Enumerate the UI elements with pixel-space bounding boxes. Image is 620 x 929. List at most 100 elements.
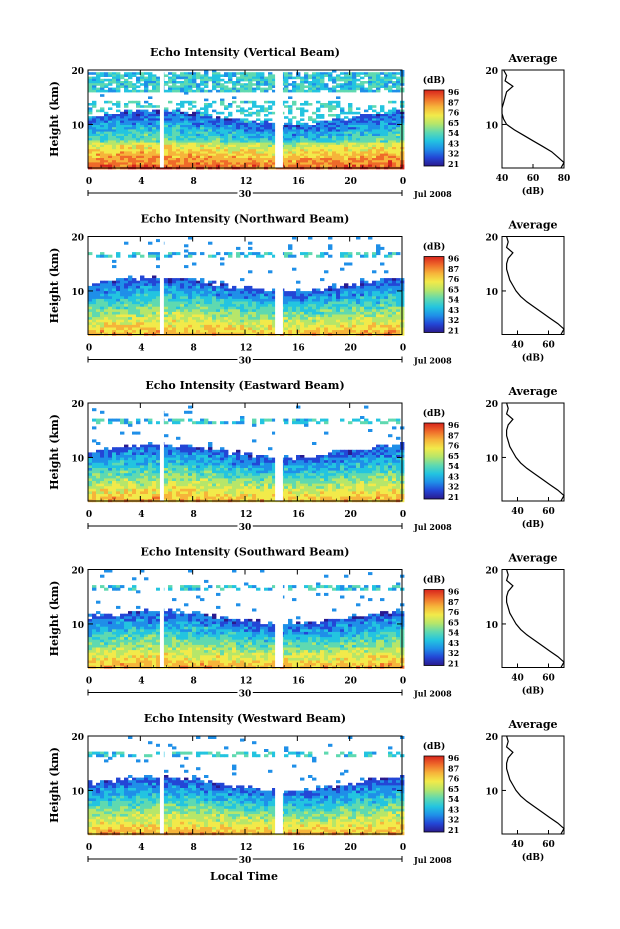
average-profile-line (505, 735, 565, 835)
colorbar (423, 89, 445, 167)
colorbar (423, 589, 445, 666)
average-profile-line (505, 402, 565, 502)
colorbar-label: (dB) (423, 408, 445, 419)
average-title: Average (507, 52, 557, 65)
colorbar-tick-label: 21 (448, 825, 459, 835)
intensity-field (88, 70, 405, 170)
avg-y-tick-label: 20 (485, 567, 498, 577)
avg-y-tick-label: 20 (485, 400, 498, 410)
colorbar-tick-label: 87 (448, 430, 459, 440)
x-axis-label: Local Time (210, 870, 278, 883)
colorbar-label: (dB) (423, 575, 445, 586)
average-title: Average (507, 718, 557, 731)
data-gap (275, 403, 283, 501)
avg-y-tick-label: 10 (485, 288, 498, 298)
x-tick-label: 16 (292, 843, 305, 853)
data-gap (159, 736, 164, 834)
x-tick-label: 4 (138, 177, 144, 187)
colorbar-tick-label: 65 (448, 617, 459, 627)
y-tick-label: 20 (71, 234, 84, 244)
average-profile-line (501, 69, 565, 169)
x-tick-label: 0 (86, 177, 92, 187)
colorbar (423, 422, 445, 500)
avg-y-tick-label: 10 (485, 621, 498, 631)
intensity-field (88, 569, 405, 669)
x-tick-label: 4 (138, 677, 144, 687)
colorbar-tick-label: 43 (448, 471, 460, 481)
x-tick-label: 20 (344, 677, 357, 687)
date-label: Jul 2008 (413, 855, 452, 865)
y-axis-label: Height (km) (48, 248, 61, 324)
panel-title: Echo Intensity (Northward Beam) (141, 213, 350, 226)
x-tick-label: 20 (344, 843, 357, 853)
x-tick-label: 0 (400, 344, 406, 354)
x-tick-label: 12 (240, 510, 253, 520)
x-tick-label: 4 (138, 843, 144, 853)
y-tick-label: 10 (71, 621, 84, 631)
colorbar (423, 256, 445, 333)
avg-y-tick-label: 20 (485, 234, 498, 244)
data-gap (275, 70, 283, 168)
colorbar-tick-label: 54 (448, 128, 460, 138)
y-tick-label: 10 (71, 121, 84, 131)
y-tick-label: 20 (71, 67, 84, 77)
colorbar-label: (dB) (423, 242, 445, 253)
x-tick-label: 8 (191, 843, 197, 853)
y-tick-label: 10 (71, 454, 84, 464)
x-tick-label: 12 (240, 843, 253, 853)
colorbar-label: (dB) (423, 75, 445, 86)
colorbar-tick-label: 43 (448, 138, 460, 148)
panel-title: Echo Intensity (Westward Beam) (144, 712, 346, 725)
x-tick-label: 0 (400, 843, 406, 853)
colorbar-tick-label: 32 (448, 315, 459, 325)
y-tick-label: 10 (71, 787, 84, 797)
average-frame (501, 569, 565, 668)
colorbar-tick-label: 54 (448, 794, 460, 804)
avg-x-tick-label: 40 (511, 840, 524, 850)
data-gap (275, 236, 283, 335)
colorbar-tick-label: 43 (448, 305, 460, 315)
colorbar-tick-label: 21 (448, 492, 459, 502)
x-tick-label: 0 (400, 510, 406, 520)
colorbar-tick-label: 21 (448, 659, 459, 669)
colorbar-tick-label: 54 (448, 295, 460, 305)
panel-title: Echo Intensity (Southward Beam) (141, 546, 350, 559)
y-tick-label: 20 (71, 567, 84, 577)
y-axis-label: Height (km) (48, 747, 61, 823)
avg-x-tick-label: 80 (558, 174, 571, 184)
y-axis-label: Height (km) (48, 414, 61, 490)
x-tick-label: 16 (292, 177, 305, 187)
avg-y-tick-label: 10 (485, 454, 498, 464)
avg-x-tick-label: 40 (511, 674, 524, 684)
colorbar-tick-label: 76 (448, 774, 460, 784)
panel-3: Echo Intensity (Eastward Beam) 0 4 8 12 16 20 0… (48, 379, 565, 535)
y-axis-label: Height (km) (48, 581, 61, 657)
colorbar-tick-label: 21 (448, 326, 459, 336)
x-tick-label: 8 (191, 344, 197, 354)
x-tick-label: 0 (86, 510, 92, 520)
x-tick-label: 0 (86, 843, 92, 853)
colorbar-tick-label: 87 (448, 597, 459, 607)
date-label: Jul 2008 (413, 356, 452, 366)
average-profile-line (505, 569, 565, 668)
colorbar-tick-label: 32 (448, 815, 459, 825)
colorbar-label: (dB) (423, 741, 445, 752)
day-label: 30 (239, 190, 252, 200)
x-tick-label: 0 (86, 344, 92, 354)
colorbar-tick-label: 96 (448, 87, 460, 97)
avg-y-tick-label: 20 (485, 733, 498, 743)
x-tick-label: 16 (292, 510, 305, 520)
data-gap (159, 569, 164, 668)
colorbar-tick-label: 87 (448, 264, 459, 274)
colorbar-tick-label: 76 (448, 607, 460, 617)
x-tick-label: 0 (400, 677, 406, 687)
colorbar-tick-label: 87 (448, 97, 459, 107)
colorbar-tick-label: 96 (448, 753, 460, 763)
data-gap (159, 236, 164, 335)
avg-y-tick-label: 10 (485, 787, 498, 797)
x-tick-label: 16 (292, 677, 305, 687)
colorbar-tick-label: 65 (448, 118, 459, 128)
avg-x-tick-label: 60 (542, 341, 555, 351)
avg-y-tick-label: 20 (485, 67, 498, 77)
